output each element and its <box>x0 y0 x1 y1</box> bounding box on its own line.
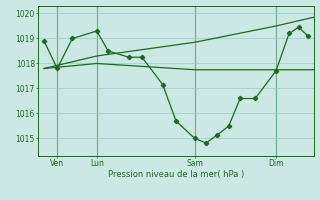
X-axis label: Pression niveau de la mer( hPa ): Pression niveau de la mer( hPa ) <box>108 170 244 179</box>
